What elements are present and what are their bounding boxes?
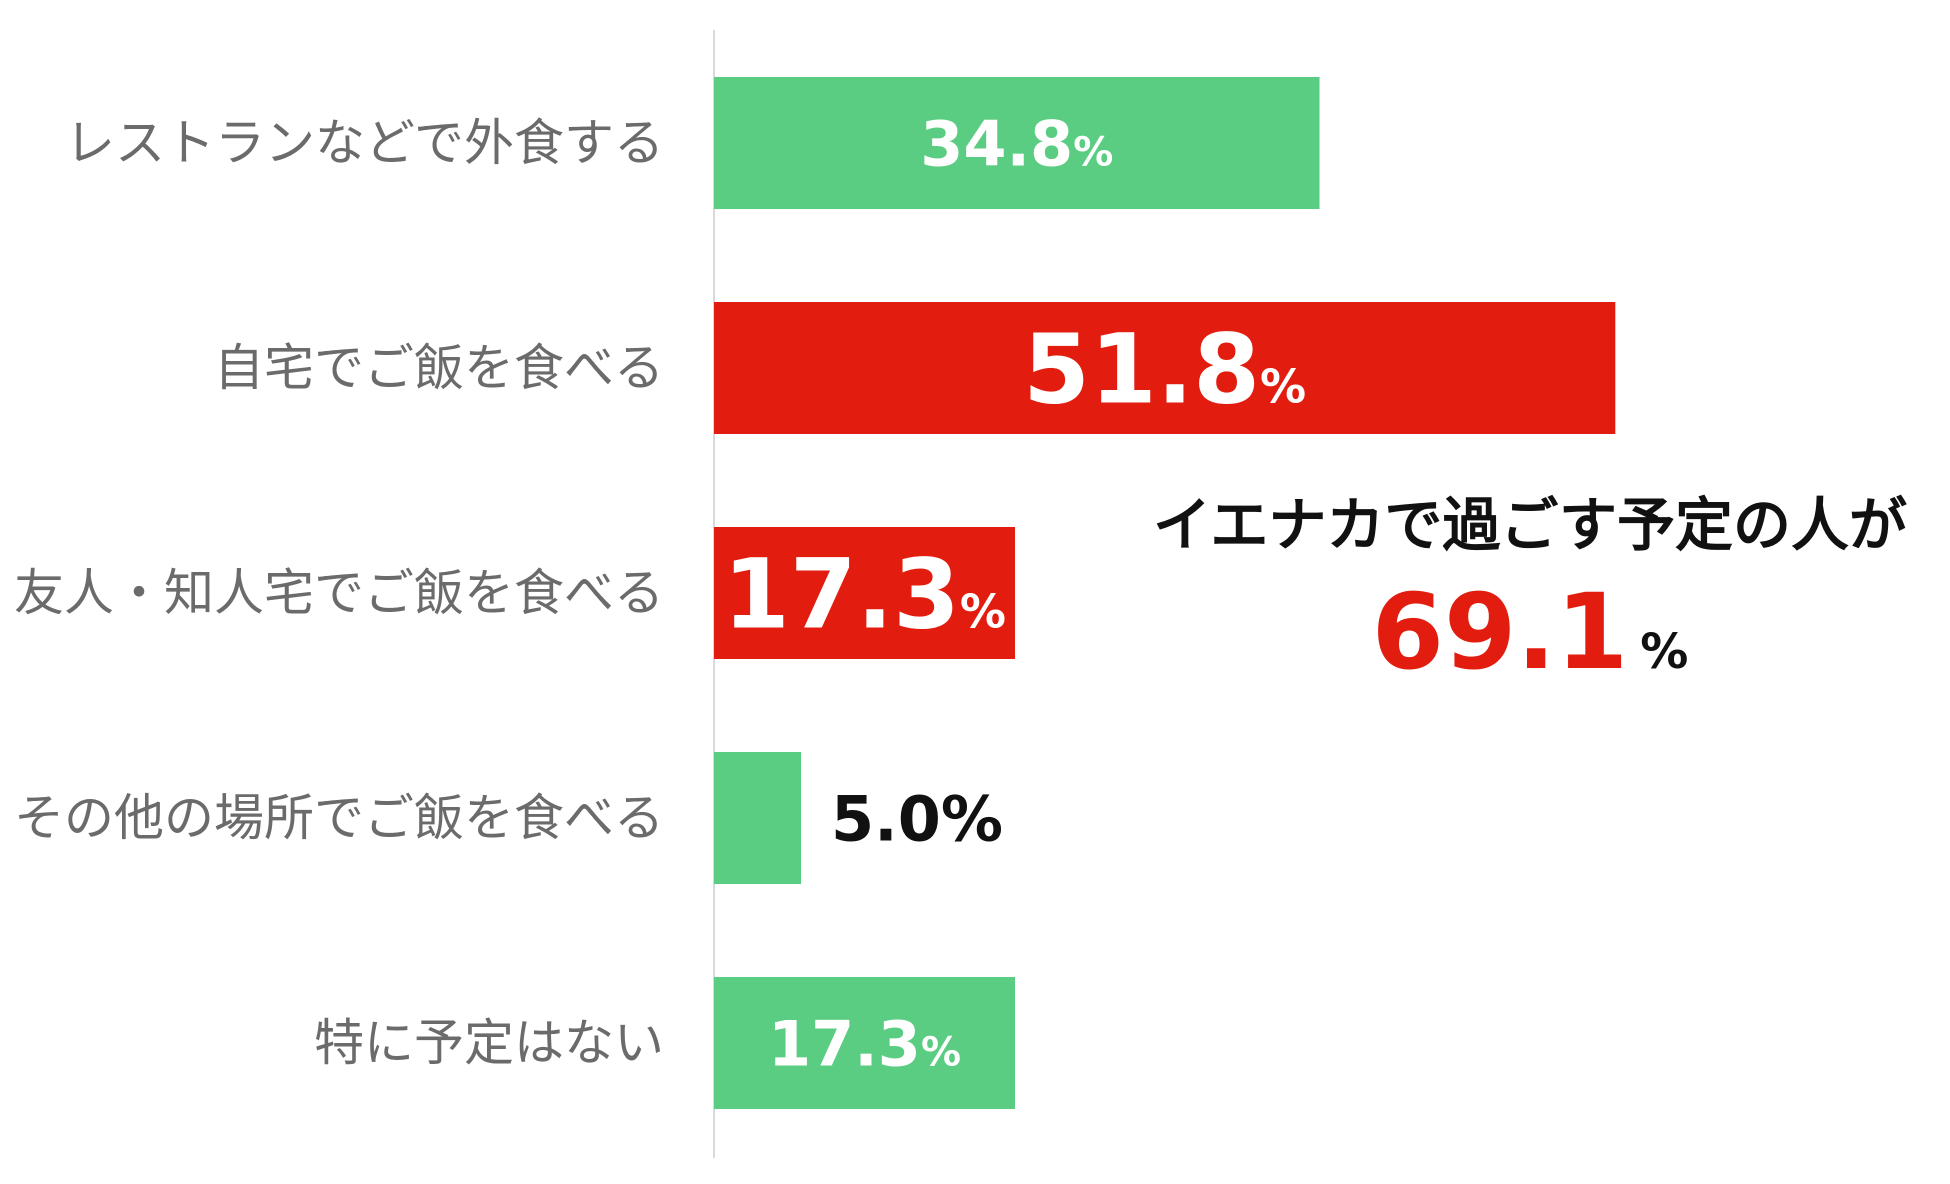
bars-layer: 34.8%51.8%17.3%5.0%17.3%: [714, 77, 1616, 1109]
data-label: 17.3%: [723, 539, 1006, 651]
callout-value-line: 69.1%: [1372, 571, 1689, 693]
data-label: 51.8%: [1023, 314, 1306, 426]
data-label: 34.8%: [920, 107, 1113, 180]
bar: [714, 977, 1016, 1109]
callout-unit: %: [1640, 624, 1688, 680]
bar: [714, 302, 1616, 434]
bar: [714, 77, 1320, 209]
data-label-unit: %: [941, 782, 1003, 855]
category-labels: レストランなどで外食する自宅でご飯を食べる友人・知人宅でご飯を食べるその他の場所…: [14, 114, 664, 1072]
callout-title: イエナカで過ごす予定の人が: [1153, 491, 1907, 559]
data-label-value: 51.8: [1023, 314, 1260, 426]
callout: イエナカで過ごす予定の人が 69.1%: [1153, 491, 1907, 693]
bar: [714, 752, 801, 884]
data-label-value: 17.3: [723, 539, 960, 651]
category-label: レストランなどで外食する: [65, 114, 664, 172]
data-label-unit: %: [960, 585, 1006, 639]
data-label-unit: %: [921, 1029, 961, 1075]
data-label-value: 17.3: [768, 1007, 921, 1080]
data-label-unit: %: [1260, 360, 1306, 414]
data-label-value: 34.8: [920, 107, 1073, 180]
data-label-unit: %: [1073, 129, 1113, 175]
callout-value: 69.1: [1372, 571, 1629, 693]
category-label: 特に予定はない: [314, 1014, 664, 1072]
data-label: 17.3%: [768, 1007, 961, 1080]
bar: [714, 527, 1016, 659]
data-label-value: 5.0: [831, 782, 941, 855]
category-label: その他の場所でご飯を食べる: [14, 789, 664, 847]
category-label: 友人・知人宅でご飯を食べる: [14, 564, 664, 622]
category-label: 自宅でご飯を食べる: [214, 339, 664, 397]
data-label: 5.0%: [831, 782, 1003, 855]
